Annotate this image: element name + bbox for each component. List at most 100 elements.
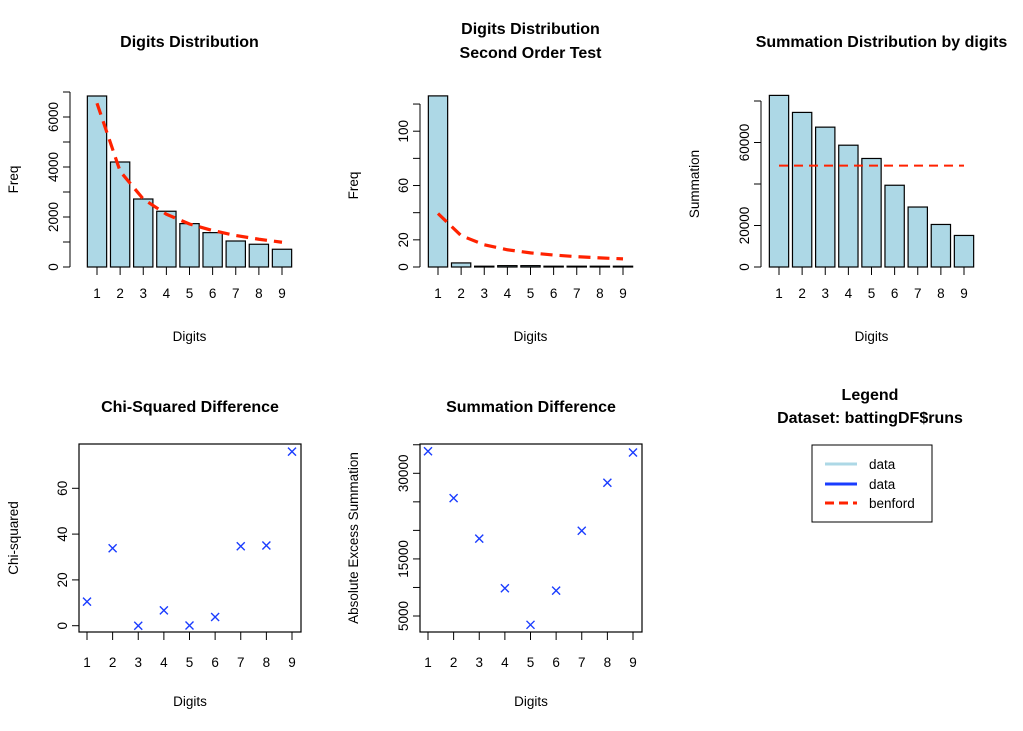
chart-panel-p1: Digits Distribution Digits Freq 0 2000 4000 60… — [6, 34, 293, 344]
bar-digit-1 — [86, 95, 108, 268]
x-tick-label: 6 — [552, 655, 560, 670]
y-tick-label: 0 — [396, 263, 411, 271]
bar-digit-7 — [907, 206, 928, 268]
x-tick-label: 7 — [914, 286, 922, 301]
chart-title: Chi-Squared Difference — [101, 399, 279, 416]
x-tick-label: 3 — [480, 286, 488, 301]
y-tick-label: 100 — [396, 120, 411, 143]
chart-panel-p2: Digits Distribution Second Order Test Digi… — [346, 21, 634, 344]
data-point-digit-1 — [423, 446, 433, 456]
x-tick-label: 5 — [186, 286, 194, 301]
y-axis-label: Freq — [346, 172, 361, 200]
bar-digit-4 — [838, 144, 859, 268]
bar-digit-2 — [791, 111, 813, 268]
x-tick-label: 5 — [527, 655, 535, 670]
bar-digit-3 — [133, 198, 154, 268]
data-point-digit-1 — [82, 597, 92, 607]
data-point-digit-6 — [210, 612, 220, 622]
bar-digit-7 — [566, 265, 587, 268]
data-point-digit-6 — [551, 586, 561, 596]
x-axis-label: Digits — [514, 329, 548, 344]
legend-label: data — [869, 457, 896, 472]
legend: Legend Dataset: battingDF$runs data data… — [777, 387, 963, 523]
x-tick-label: 8 — [937, 286, 945, 301]
y-tick-label: 6000 — [46, 102, 61, 132]
chart-title: Summation Difference — [446, 399, 616, 416]
bar-digit-5 — [861, 157, 882, 268]
legend-title: Legend — [842, 387, 899, 404]
data-point-digit-2 — [449, 493, 459, 503]
bar-digit-4 — [156, 210, 177, 268]
legend-subtitle: Dataset: battingDF$runs — [777, 410, 963, 427]
x-tick-label: 3 — [139, 286, 147, 301]
data-point-digit-7 — [577, 526, 587, 536]
y-tick-label: 2000 — [46, 202, 61, 232]
x-tick-label: 4 — [163, 286, 171, 301]
y-axis-label: Freq — [6, 166, 21, 194]
x-tick-label: 3 — [475, 655, 483, 670]
bar-digit-9 — [271, 248, 293, 268]
data-point-digit-4 — [500, 583, 510, 593]
bar-digit-4 — [497, 265, 518, 268]
y-tick-label: 0 — [737, 263, 752, 271]
x-tick-label: 2 — [116, 286, 124, 301]
x-tick-label: 3 — [821, 286, 829, 301]
x-tick-label: 7 — [232, 286, 240, 301]
x-axis-label: Digits — [173, 329, 207, 344]
x-tick-label: 9 — [278, 286, 286, 301]
bar-digit-3 — [814, 126, 836, 268]
data-point-digit-3 — [474, 534, 484, 544]
y-tick-label: 4000 — [46, 152, 61, 182]
x-axis-label: Digits — [855, 329, 889, 344]
x-tick-label: 4 — [160, 655, 168, 670]
bar-digit-5 — [520, 265, 541, 268]
x-tick-label: 7 — [578, 655, 586, 670]
chart-title: Digits Distribution — [461, 21, 600, 38]
x-tick-label: 1 — [83, 655, 91, 670]
x-tick-label: 6 — [209, 286, 217, 301]
x-tick-label: 2 — [457, 286, 465, 301]
plot-frame — [419, 443, 643, 633]
data-point-digit-4 — [159, 605, 169, 615]
x-tick-label: 2 — [450, 655, 458, 670]
y-axis-label: Chi-squared — [6, 501, 21, 575]
y-tick-label: 20000 — [737, 207, 752, 245]
legend-label: data — [869, 477, 896, 492]
data-point-digit-2 — [108, 543, 118, 553]
bar-digit-6 — [543, 265, 564, 268]
data-point-digit-3 — [133, 621, 143, 631]
data-point-digit-5 — [185, 620, 194, 630]
bar-digit-9 — [612, 265, 634, 268]
data-point-digit-9 — [628, 448, 638, 457]
legend-box — [811, 444, 933, 523]
y-axis-label: Summation — [687, 150, 702, 218]
x-tick-label: 3 — [134, 655, 142, 670]
x-tick-label: 1 — [424, 655, 432, 670]
legend-label: benford — [869, 496, 915, 511]
bar-digit-2 — [450, 262, 472, 268]
x-tick-label: 4 — [845, 286, 853, 301]
y-tick-label: 0 — [55, 622, 70, 630]
data-point-digit-8 — [602, 478, 612, 488]
data-point-digit-5 — [526, 620, 535, 630]
x-tick-label: 7 — [573, 286, 581, 301]
x-tick-label: 9 — [960, 286, 968, 301]
x-tick-label: 8 — [255, 286, 263, 301]
x-tick-label: 8 — [596, 286, 604, 301]
x-tick-label: 8 — [263, 655, 271, 670]
x-tick-label: 6 — [550, 286, 558, 301]
y-tick-label: 20 — [396, 232, 411, 247]
x-tick-label: 1 — [434, 286, 442, 301]
bar-digit-7 — [225, 240, 247, 268]
y-tick-label: 60 — [55, 481, 70, 496]
chart-panel-p5: Summation Difference Digits Absolute Exces… — [346, 399, 643, 709]
x-tick-label: 1 — [93, 286, 101, 301]
x-tick-label: 6 — [211, 655, 219, 670]
chart-panel-p4: Chi-Squared Difference Digits Chi-squared 0… — [6, 399, 302, 709]
x-tick-label: 2 — [109, 655, 117, 670]
bar-digit-8 — [589, 265, 611, 268]
x-tick-label: 5 — [527, 286, 535, 301]
bar-digit-6 — [202, 232, 223, 268]
x-tick-label: 9 — [288, 655, 296, 670]
y-tick-label: 60 — [396, 178, 411, 193]
